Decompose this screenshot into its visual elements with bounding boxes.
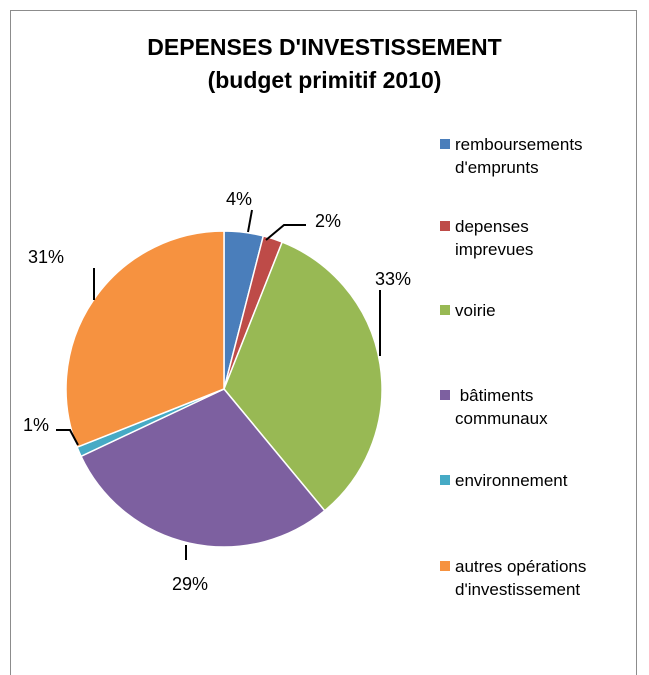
legend-label-line2: d'emprunts <box>455 158 539 177</box>
chart-title-line2: (budget primitif 2010) <box>207 67 442 93</box>
legend-swatch <box>440 390 450 400</box>
leader-line <box>265 224 306 241</box>
pie-slice <box>223 241 383 512</box>
legend-label-line2: d'investissement <box>455 580 581 599</box>
legend-swatch <box>440 139 450 149</box>
legend-label: voirie <box>455 301 496 320</box>
legend-label: remboursements <box>455 135 583 154</box>
legend-label-line2: communaux <box>455 409 548 428</box>
legend-label: depenses <box>455 217 529 236</box>
pie-slice <box>80 388 326 548</box>
data-label: 2% <box>315 211 341 231</box>
data-label: 4% <box>226 189 252 209</box>
legend-label: environnement <box>455 471 568 490</box>
legend-swatch <box>440 561 450 571</box>
chart-title-line1: DEPENSES D'INVESTISSEMENT <box>147 34 502 60</box>
data-label: 1% <box>23 415 49 435</box>
chart-frame <box>10 10 637 675</box>
leader-line <box>247 209 253 233</box>
legend-label: bâtiments <box>455 386 534 405</box>
leader-line <box>56 429 79 446</box>
legend-swatch <box>440 475 450 485</box>
data-label: 29% <box>172 574 208 594</box>
data-label: 31% <box>28 247 64 267</box>
legend-swatch <box>440 305 450 315</box>
data-label: 33% <box>375 269 411 289</box>
legend-swatch <box>440 221 450 231</box>
pie-slice <box>65 230 225 449</box>
legend-label-line2: imprevues <box>455 240 534 259</box>
legend-label: autres opérations <box>455 557 587 576</box>
